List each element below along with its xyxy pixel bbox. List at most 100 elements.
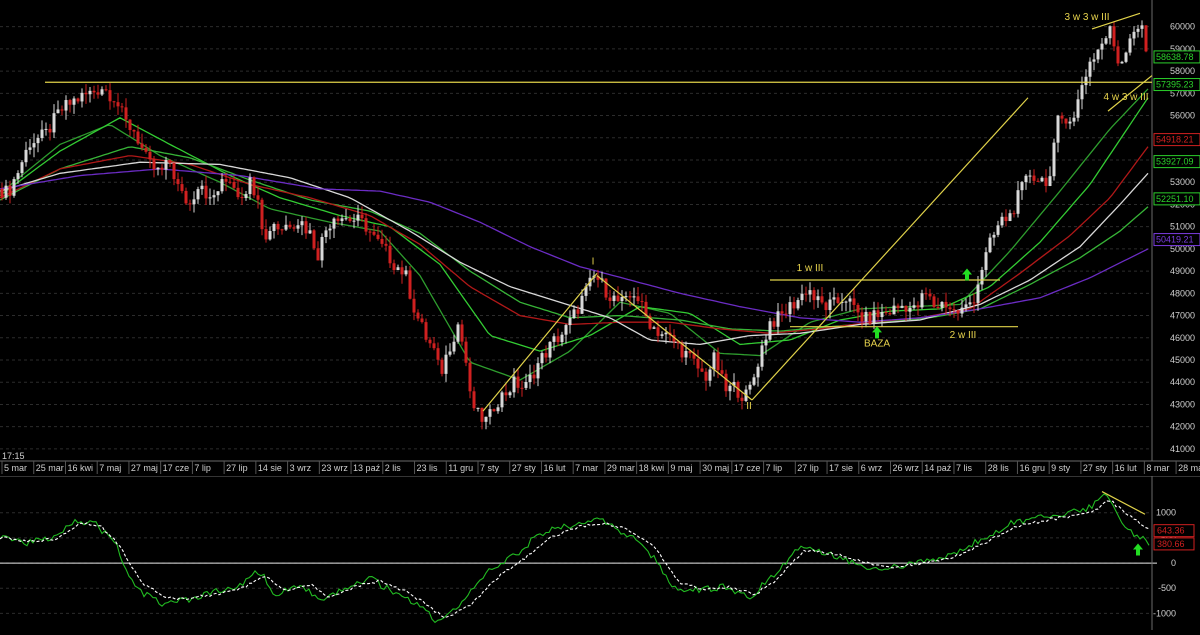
price-axis-tick-label: 48000	[1170, 288, 1195, 298]
moving-average-line	[0, 146, 1149, 332]
candle-body	[476, 407, 480, 409]
candle-body	[12, 179, 16, 196]
candle-body	[684, 350, 688, 358]
candle-body	[1116, 46, 1120, 64]
date-tick-label: 27 sty	[1083, 463, 1108, 473]
candle-body	[492, 409, 496, 412]
candle-body	[912, 305, 916, 308]
candle-body	[224, 179, 228, 182]
candle-body	[604, 278, 608, 298]
candle-body	[1044, 177, 1048, 186]
candle-body	[700, 368, 704, 372]
candle-body	[724, 373, 728, 392]
candle-body	[248, 177, 252, 195]
candle-body	[376, 234, 380, 239]
price-axis-tick-label: 58000	[1170, 66, 1195, 76]
candle-body	[864, 311, 868, 322]
indicator-price-value: 50419.21	[1156, 235, 1194, 245]
candle-body	[756, 366, 760, 378]
candle-body	[940, 301, 944, 308]
candle-body	[172, 162, 176, 180]
candle-body	[764, 339, 768, 346]
candle-body	[160, 167, 164, 170]
candle-body	[288, 224, 292, 228]
price-axis-tick-label: 60000	[1170, 22, 1195, 32]
candle-body	[772, 321, 776, 327]
candle-body	[456, 324, 460, 342]
candle-body	[652, 327, 656, 329]
date-tick-label: 27 lip	[226, 463, 248, 473]
candle-body	[1012, 213, 1016, 215]
price-axis-tick-label: 49000	[1170, 266, 1195, 276]
date-tick-label: 28 mar	[1178, 463, 1200, 473]
candle-body	[1064, 118, 1068, 124]
candle-body	[392, 263, 396, 271]
candle-body	[612, 295, 616, 301]
indicator-price-value: 57395.23	[1156, 80, 1194, 90]
candle-body	[548, 341, 552, 358]
buy-signal-arrow-icon	[872, 326, 882, 339]
wave-annotation: 2 w III	[950, 330, 977, 341]
indicator-price-tag	[1153, 78, 1200, 92]
date-tick-label: 28 lis	[988, 463, 1010, 473]
candle-body	[372, 231, 376, 235]
candle-body	[964, 304, 968, 308]
price-axis-tick-label: 53000	[1170, 177, 1195, 187]
candle-body	[1128, 38, 1132, 53]
candle-body	[216, 191, 220, 196]
candle-body	[952, 309, 956, 311]
candle-body	[220, 179, 224, 192]
candle-body	[800, 293, 804, 301]
candle-body	[24, 149, 28, 163]
candle-body	[68, 100, 72, 105]
candle-body	[676, 341, 680, 343]
candle-body	[904, 305, 908, 312]
moving-average-line	[0, 97, 1149, 352]
candle-body	[788, 302, 792, 315]
date-tick-label: 23 wrz	[321, 463, 348, 473]
candle-body	[524, 381, 528, 388]
trend-line	[1091, 12, 1141, 30]
candle-body	[872, 310, 876, 324]
candle-body	[176, 179, 180, 185]
candle-body	[428, 339, 432, 344]
candle-body	[728, 385, 732, 392]
candle-body	[648, 316, 652, 329]
candle-body	[1032, 175, 1036, 181]
buy-signal-arrow-icon	[962, 268, 972, 281]
candle-body	[888, 313, 892, 315]
candle-body	[28, 147, 32, 150]
oscillator-tick-label: 0	[1171, 558, 1176, 568]
candle-body	[440, 359, 444, 374]
candle-body	[116, 102, 120, 107]
candle-body	[780, 311, 784, 314]
candle-body	[432, 343, 436, 349]
candle-body	[812, 290, 816, 301]
candle-body	[672, 335, 676, 342]
candle-body	[508, 392, 512, 396]
candle-body	[944, 301, 948, 308]
moving-average-line	[0, 168, 1149, 323]
candle-body	[1144, 25, 1148, 52]
candle-body	[1076, 99, 1080, 118]
date-tick-label: 7 lip	[194, 463, 211, 473]
candle-body	[356, 214, 360, 221]
indicator-price-tag	[1153, 155, 1200, 169]
candle-body	[536, 363, 540, 379]
candle-body	[688, 350, 692, 354]
date-tick-label: 16 gru	[1019, 463, 1045, 473]
indicator-price-tag	[1153, 233, 1200, 247]
trend-line	[751, 97, 1029, 401]
date-tick-label: 9 sty	[1051, 463, 1071, 473]
price-axis-tick-label: 41000	[1170, 444, 1195, 454]
candle-body	[56, 109, 60, 114]
date-tick-label: 17 cze	[734, 463, 761, 473]
candle-body	[848, 298, 852, 302]
candle-body	[416, 312, 420, 319]
oscillator-tick-label: -1000	[1153, 608, 1176, 618]
date-tick-label: 7 maj	[99, 463, 121, 473]
candle-body	[568, 318, 572, 326]
price-axis-tick-label: 43000	[1170, 399, 1195, 409]
candle-body	[136, 131, 140, 144]
date-tick-label: 27 sty	[512, 463, 537, 473]
